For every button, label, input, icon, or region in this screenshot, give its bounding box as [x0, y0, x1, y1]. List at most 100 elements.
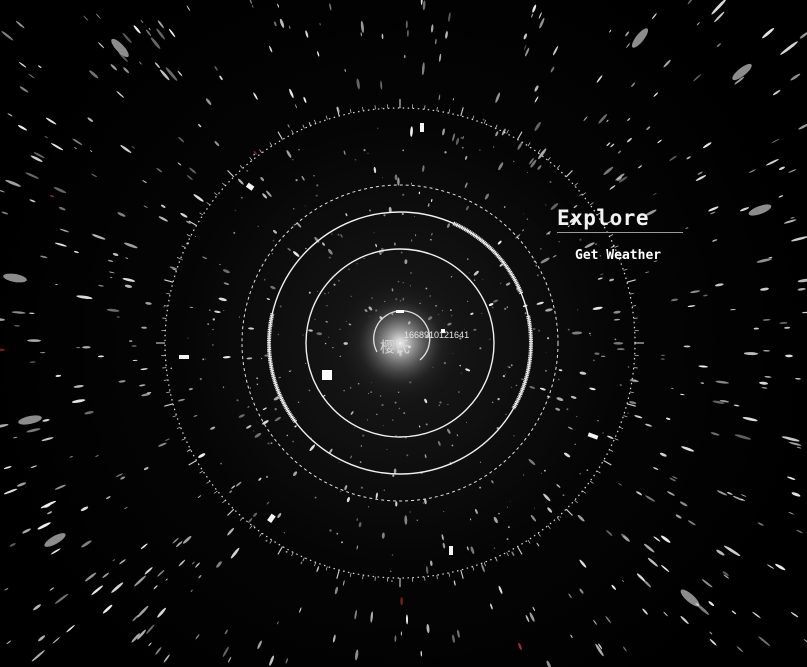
- star: [108, 271, 115, 274]
- star: [464, 155, 468, 160]
- star: [72, 138, 83, 145]
- dust: [313, 175, 315, 177]
- star: [438, 94, 441, 101]
- star: [790, 73, 801, 81]
- star: [229, 490, 233, 494]
- dust: [439, 401, 442, 404]
- star: [740, 494, 747, 497]
- star: [19, 86, 29, 93]
- ring-tick: [186, 234, 191, 237]
- star: [490, 603, 493, 610]
- star: [153, 585, 158, 590]
- star: [375, 243, 377, 248]
- satellite-bar[interactable]: [179, 355, 189, 359]
- menu-title-explore[interactable]: Explore: [557, 206, 650, 230]
- star: [66, 624, 75, 633]
- star: [791, 492, 801, 497]
- star: [143, 467, 149, 471]
- satellite-bar[interactable]: [587, 432, 599, 440]
- star: [715, 380, 729, 384]
- star: [659, 452, 667, 457]
- dust: [359, 461, 362, 463]
- star: [5, 179, 21, 187]
- star: [567, 426, 573, 430]
- satellite-bar[interactable]: [420, 123, 424, 132]
- star: [653, 536, 661, 542]
- star: [14, 325, 20, 327]
- satellite-square[interactable]: [322, 370, 332, 380]
- star: [473, 328, 477, 331]
- ring-tick: [166, 391, 171, 394]
- star: [697, 171, 703, 175]
- star: [405, 614, 409, 625]
- dust: [444, 151, 447, 154]
- dust: [536, 274, 539, 277]
- dust: [317, 290, 318, 292]
- star: [598, 113, 608, 124]
- star: [146, 624, 155, 634]
- dust: [562, 494, 565, 497]
- star: [142, 180, 147, 184]
- star: [105, 496, 111, 500]
- dust: [253, 525, 255, 527]
- star: [140, 20, 144, 24]
- star: [223, 282, 230, 286]
- star: [50, 548, 61, 555]
- satellite-bar[interactable]: [245, 182, 255, 191]
- dust: [295, 178, 298, 182]
- star: [44, 533, 66, 547]
- star: [210, 426, 216, 430]
- star: [788, 169, 797, 173]
- dust: [400, 251, 403, 254]
- dust: [363, 258, 365, 260]
- dust: [343, 389, 345, 392]
- star: [732, 495, 743, 501]
- dust: [220, 462, 222, 465]
- dust: [302, 334, 304, 336]
- star: [558, 369, 563, 372]
- star: [97, 355, 105, 358]
- star: [714, 283, 724, 287]
- dust: [353, 427, 355, 429]
- dust: [524, 312, 527, 315]
- star: [622, 579, 624, 583]
- star: [305, 30, 309, 38]
- satellite-bar[interactable]: [449, 546, 453, 555]
- satellite-bar[interactable]: [267, 513, 276, 523]
- star: [54, 242, 67, 247]
- dust: [382, 425, 384, 427]
- star: [354, 609, 357, 620]
- star: [756, 258, 772, 263]
- star: [373, 166, 377, 174]
- ring-tick: [172, 415, 177, 418]
- star: [795, 377, 801, 380]
- dust: [329, 529, 332, 532]
- star: [550, 66, 555, 73]
- star: [497, 240, 502, 245]
- dust: [163, 306, 165, 308]
- star: [598, 643, 603, 650]
- menu-item-get-weather[interactable]: Get Weather: [575, 248, 662, 263]
- star: [73, 385, 84, 388]
- star: [418, 425, 421, 428]
- star: [195, 562, 200, 568]
- star: [157, 20, 164, 29]
- star: [322, 394, 326, 397]
- dust: [293, 223, 296, 226]
- star: [607, 435, 614, 439]
- star: [625, 31, 630, 37]
- star: [709, 631, 713, 635]
- star: [26, 428, 41, 433]
- ring-tick: [589, 480, 594, 484]
- star: [54, 593, 69, 604]
- dust: [272, 239, 275, 242]
- ring-tick: [199, 212, 204, 216]
- star: [464, 182, 468, 188]
- core-number: 1668910121641: [404, 330, 470, 340]
- star: [131, 345, 137, 347]
- star: [520, 378, 524, 381]
- star: [618, 483, 622, 486]
- star: [645, 495, 655, 502]
- star: [218, 297, 227, 302]
- ring-tick: [163, 305, 168, 307]
